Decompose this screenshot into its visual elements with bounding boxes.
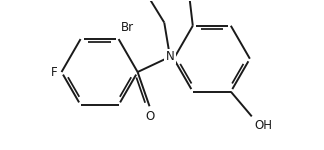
Text: O: O	[145, 110, 154, 123]
Text: OH: OH	[254, 119, 272, 132]
Text: Br: Br	[121, 21, 134, 34]
Text: F: F	[51, 66, 58, 79]
Text: N: N	[166, 50, 174, 63]
